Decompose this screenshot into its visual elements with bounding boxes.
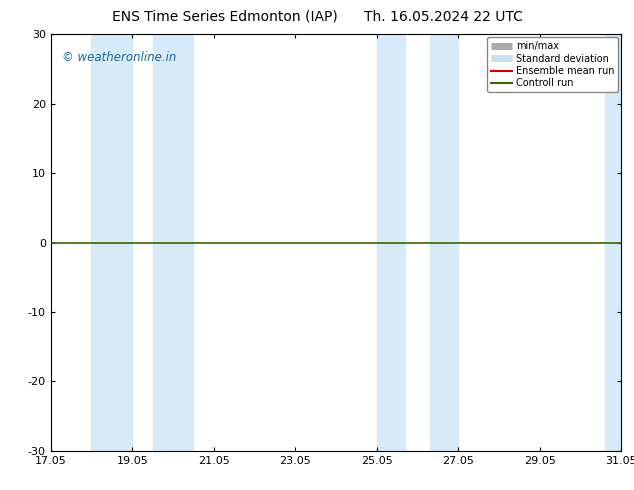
Bar xyxy=(605,34,621,451)
Bar xyxy=(153,34,193,451)
Legend: min/max, Standard deviation, Ensemble mean run, Controll run: min/max, Standard deviation, Ensemble me… xyxy=(487,37,618,92)
Bar xyxy=(430,34,458,451)
Bar xyxy=(91,34,133,451)
Bar xyxy=(377,34,405,451)
Text: ENS Time Series Edmonton (IAP)      Th. 16.05.2024 22 UTC: ENS Time Series Edmonton (IAP) Th. 16.05… xyxy=(112,10,522,24)
Text: © weatheronline.in: © weatheronline.in xyxy=(62,51,176,64)
